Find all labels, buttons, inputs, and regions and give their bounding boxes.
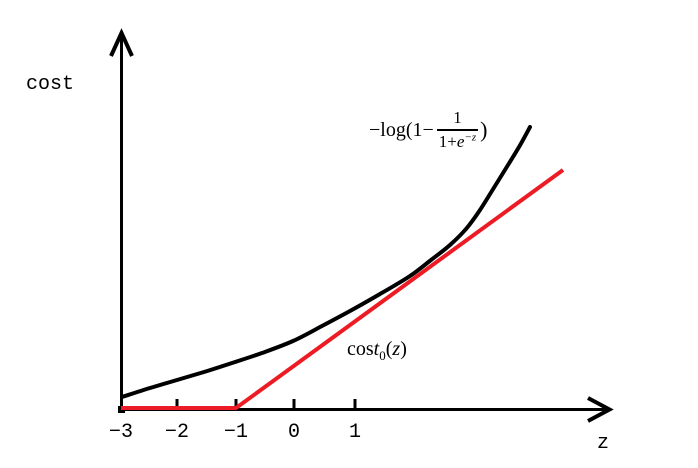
cost0-open-paren: ( — [385, 338, 393, 360]
cost0-t: t — [373, 338, 380, 360]
x-tick-label: −2 — [165, 421, 189, 444]
fraction-denominator: 1+e−z — [436, 129, 479, 152]
logistic-cost-formula: −log(1− 1 1+e−z ) — [369, 109, 487, 152]
denominator-text: 1+ — [438, 132, 457, 151]
y-axis-title: cost — [26, 73, 75, 96]
x-axis-arrow-icon — [587, 396, 614, 423]
y-axis-arrow-icon — [109, 28, 134, 57]
x-axis-ticks: −3 −2 −1 0 1 — [109, 399, 361, 444]
formula-close-paren: ) — [480, 117, 488, 143]
cost0-close-paren: ) — [400, 338, 407, 360]
denominator-e: e — [456, 132, 465, 151]
x-axis-title: z — [597, 432, 610, 455]
x-tick-label: 0 — [288, 421, 300, 444]
x-tick-label: −3 — [109, 421, 133, 444]
denominator-exponent: −z — [464, 131, 477, 144]
x-tick-label: 1 — [349, 421, 361, 444]
hinge-cost-label: cost0(z) — [347, 338, 407, 363]
x-tick-label: −1 — [224, 421, 248, 444]
cost0-z: z — [392, 338, 401, 360]
cost0-subscript: 0 — [379, 348, 386, 363]
fraction-numerator: 1 — [453, 108, 462, 127]
hinge-cost-curve — [121, 168, 565, 410]
cost0-pre: cos — [347, 338, 374, 360]
formula-prefix: −log(1− — [369, 118, 434, 141]
logistic-cost-curve — [120, 125, 532, 399]
formula-fraction: 1 1+e−z — [436, 108, 479, 152]
